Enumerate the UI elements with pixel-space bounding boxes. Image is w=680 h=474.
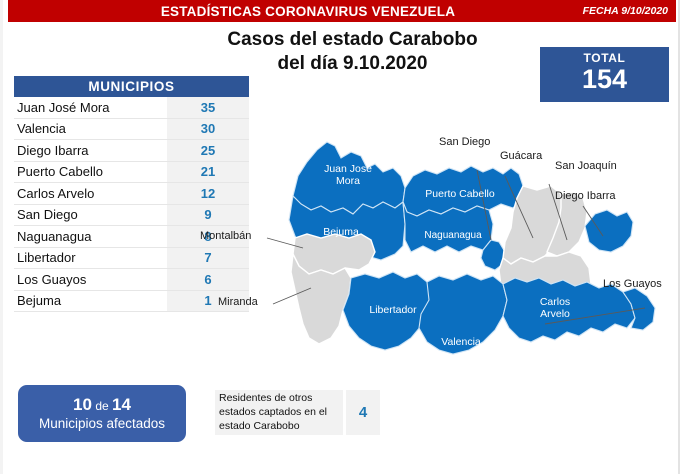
table-row-municipality: Bejuma	[14, 290, 167, 311]
affected-municipalities-badge: 10 de 14 Municipios afectados	[18, 385, 186, 442]
leader-diego-ibarra	[582, 205, 604, 237]
table-row-municipality: Carlos Arvelo	[14, 183, 167, 204]
table-row-count: 25	[167, 140, 249, 161]
table-row-count: 30	[167, 118, 249, 139]
map-callout-leaders	[266, 169, 646, 325]
table-row: Carlos Arvelo 12	[14, 183, 249, 205]
map-callout-diego-ibarra: Diego Ibarra	[555, 190, 616, 202]
region-carlos-arvelo	[502, 277, 636, 343]
leader-san-diego	[476, 169, 492, 241]
table-row-count: 7	[167, 247, 249, 268]
left-edge-divider	[0, 0, 3, 474]
table-row-municipality: Juan José Mora	[14, 97, 167, 118]
affected-count: 10	[73, 395, 92, 415]
table-row: Los Guayos 6	[14, 269, 249, 291]
map-callout-montalban: Montalbán	[200, 230, 252, 242]
table-row-municipality: Valencia	[14, 118, 167, 139]
page-title-line1: Casos del estado Carabobo	[227, 29, 478, 50]
table-row-count: 12	[167, 183, 249, 204]
region-diego-ibarra	[584, 209, 634, 253]
table-row: Puerto Cabello 21	[14, 161, 249, 183]
table-row-municipality: Libertador	[14, 247, 167, 268]
table-body: Juan José Mora 35 Valencia 30 Diego Ibarra 25…	[14, 97, 249, 312]
right-edge-divider	[678, 0, 680, 474]
table-row-count: 35	[167, 97, 249, 118]
map-callout-guacara: Guácara	[500, 150, 543, 162]
leader-montalban	[266, 237, 304, 249]
page-title: Casos del estado Carabobo del día 9.10.2…	[170, 28, 535, 76]
map-callout-los-guayos: Los Guayos	[603, 278, 662, 290]
map-svg	[266, 141, 656, 355]
region-valencia	[418, 273, 508, 355]
map-callout-san-diego: San Diego	[439, 136, 491, 148]
map-callout-san-joaquin: San Joaquín	[555, 160, 617, 172]
table-row-municipality: Diego Ibarra	[14, 140, 167, 161]
total-label: TOTAL	[583, 51, 626, 65]
map-regions	[288, 141, 656, 355]
table-row-count: 21	[167, 161, 249, 182]
header-date: FECHA 9/10/2020	[582, 5, 668, 17]
table-header: MUNICIPIOS	[14, 76, 249, 97]
region-miranda	[290, 251, 352, 345]
carabobo-map: Juan José Mora Bejuma Puerto Cabello Nag…	[200, 128, 680, 388]
table-row: San Diego 9	[14, 204, 249, 226]
map-callout-miranda: Miranda	[218, 296, 258, 308]
header-bar: ESTADÍSTICAS CORONAVIRUS VENEZUELA FECHA…	[8, 0, 676, 22]
table-row-count: 6	[167, 269, 249, 290]
page-title-line2: del día 9.10.2020	[277, 53, 428, 75]
table-row-municipality: Puerto Cabello	[14, 161, 167, 182]
residents-text: Residentes de otros estados captados en …	[215, 390, 343, 435]
municipios-table: MUNICIPIOS Juan José Mora 35 Valencia 30 Die…	[14, 76, 249, 312]
total-value: 154	[581, 64, 628, 94]
table-row-municipality: Naguanagua	[14, 226, 167, 247]
table-row: Bejuma 1	[14, 290, 249, 312]
region-montalban	[292, 233, 376, 275]
leader-los-guayos	[544, 307, 646, 325]
leader-san-joaquin	[548, 183, 568, 241]
table-row: Libertador 7	[14, 247, 249, 269]
region-juan-jose-mora	[292, 141, 406, 215]
table-row: Juan José Mora 35	[14, 97, 249, 119]
header-title: ESTADÍSTICAS CORONAVIRUS VENEZUELA	[160, 3, 456, 19]
table-row-municipality: Los Guayos	[14, 269, 167, 290]
table-row-count: 1	[167, 290, 249, 311]
table-row-count: 9	[167, 204, 249, 225]
table-row: Diego Ibarra 25	[14, 140, 249, 162]
affected-ratio: 10 de 14	[18, 394, 186, 415]
table-row: Naguanagua 8	[14, 226, 249, 248]
region-libertador	[342, 271, 432, 351]
table-row-municipality: San Diego	[14, 204, 167, 225]
affected-connector: de	[95, 399, 109, 414]
residents-block: Residentes de otros estados captados en …	[215, 390, 380, 435]
table-row-count: 8	[167, 226, 249, 247]
leader-guacara	[504, 175, 534, 239]
total-box: TOTAL 154	[540, 47, 669, 102]
leader-miranda	[272, 287, 312, 305]
affected-total: 14	[112, 395, 131, 415]
affected-caption: Municipios afectados	[38, 416, 166, 432]
region-puerto-cabello	[402, 165, 524, 217]
residents-value: 4	[343, 390, 380, 435]
table-row: Valencia 30	[14, 118, 249, 140]
